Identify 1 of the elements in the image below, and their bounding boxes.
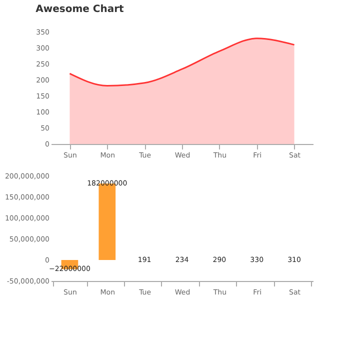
chart-title: Awesome Chart: [36, 4, 124, 15]
